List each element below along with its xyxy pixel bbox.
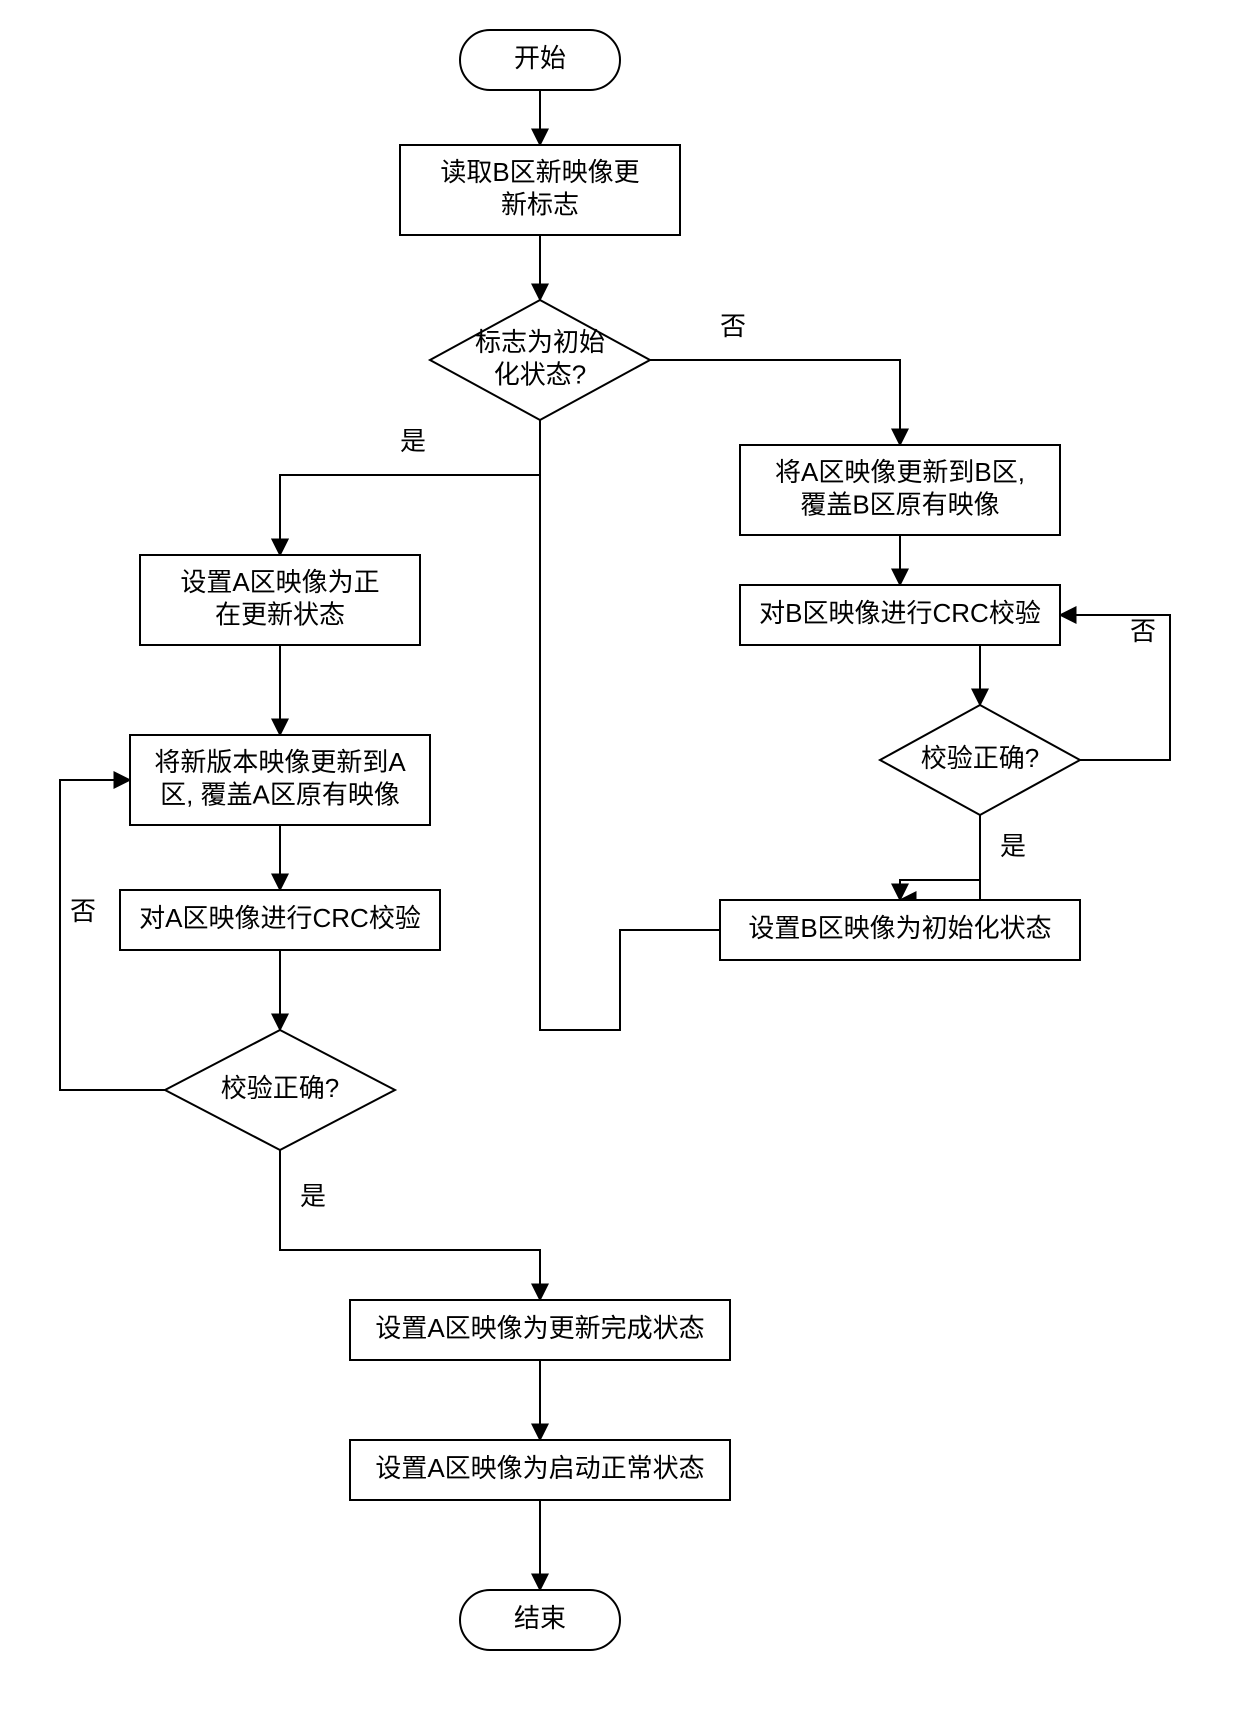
node-label: 对A区映像进行CRC校验 [139, 903, 421, 933]
edge-label: 是 [400, 426, 426, 456]
node-label: 设置A区映像为更新完成状态 [375, 1313, 704, 1343]
node-label: 设置B区映像为初始化状态 [748, 913, 1051, 943]
edge-label: 是 [1000, 831, 1026, 861]
nodes-layer [120, 30, 1080, 1650]
node-label: 结束 [514, 1603, 566, 1633]
edge-label: 是 [300, 1181, 326, 1211]
node-label: 校验正确? [921, 743, 1039, 773]
edge-label: 否 [1130, 616, 1156, 646]
edge [900, 815, 980, 900]
node-label: 对B区映像进行CRC校验 [759, 598, 1041, 628]
edge [900, 815, 980, 900]
edge [280, 1150, 540, 1300]
node-label: 开始 [514, 43, 566, 73]
edge-label: 否 [70, 896, 96, 926]
flowchart-canvas: 否否是是否是开始读取B区新映像更新标志标志为初始化状态?将A区映像更新到B区,覆… [0, 0, 1240, 1731]
node-label: 校验正确? [221, 1073, 339, 1103]
edges-layer: 否否是是否是 [60, 90, 1170, 1590]
edge [650, 360, 900, 445]
edge-label: 否 [720, 311, 746, 341]
node-label: 设置A区映像为启动正常状态 [375, 1453, 704, 1483]
